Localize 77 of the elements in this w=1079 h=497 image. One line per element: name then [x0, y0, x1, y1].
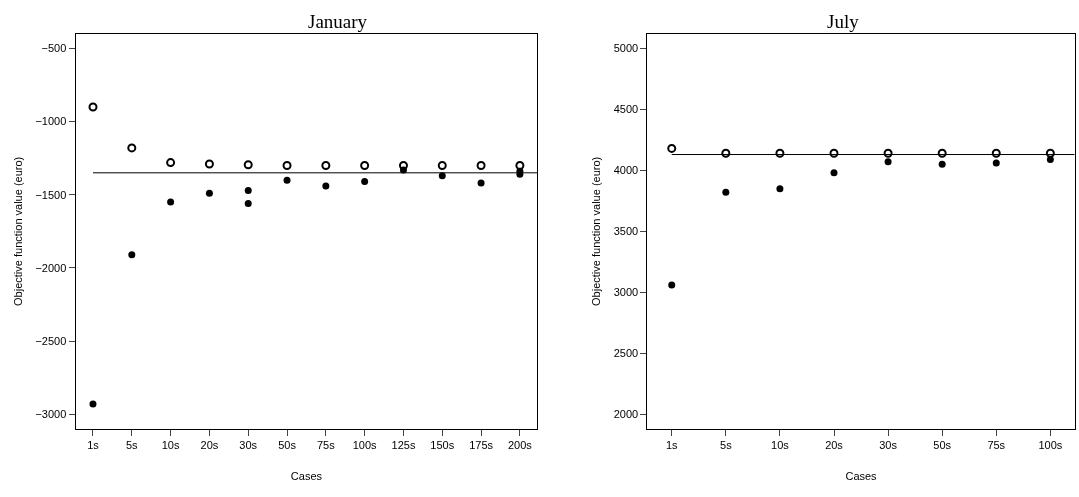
x-tick-label: 1s	[87, 439, 100, 452]
x-tick-label: 20s	[825, 439, 844, 452]
point	[515, 161, 525, 170]
point	[829, 148, 839, 158]
y-axis-title: Objective function value (euro)	[12, 156, 25, 306]
point	[321, 161, 331, 170]
x-tick-label: 50s	[933, 439, 952, 452]
point	[204, 159, 214, 169]
y-tick-label: 3500	[613, 225, 639, 238]
point	[776, 185, 784, 193]
y-tick-label: −2000	[35, 261, 67, 274]
point	[167, 198, 175, 206]
point	[166, 158, 176, 168]
point	[991, 148, 1001, 158]
x-tick-label: 150s	[430, 439, 455, 452]
y-tick-label: 4000	[613, 164, 639, 177]
x-tick-label: 75s	[987, 439, 1006, 452]
point	[361, 178, 369, 186]
point	[721, 148, 731, 158]
x-tick-label: 100s	[1038, 439, 1063, 452]
x-tick-label: 50s	[278, 439, 297, 452]
point	[89, 400, 97, 408]
x-tick-label: 125s	[391, 439, 416, 452]
point	[127, 143, 137, 153]
x-tick-label: 20s	[200, 439, 219, 452]
y-tick-label: 2000	[613, 408, 639, 421]
y-tick-label: −1500	[35, 188, 67, 201]
point	[128, 251, 136, 259]
point	[360, 161, 370, 170]
point	[1045, 148, 1055, 158]
point	[722, 188, 730, 196]
y-tick-label: −3000	[35, 408, 67, 421]
point	[243, 160, 253, 170]
y-tick-label: 2500	[613, 347, 639, 360]
point	[775, 148, 785, 158]
x-tick-label: 1s	[665, 439, 679, 452]
point	[438, 172, 446, 180]
x-tick-label: 5s	[125, 439, 139, 452]
point	[476, 161, 486, 170]
x-tick-label: 175s	[469, 439, 494, 452]
point	[205, 189, 213, 197]
y-tick-label: 5000	[613, 42, 639, 55]
point	[883, 148, 893, 158]
point	[667, 143, 677, 153]
point	[244, 200, 252, 208]
x-axis-title: Cases	[845, 470, 878, 483]
x-tick-label: 10s	[771, 439, 790, 452]
point	[937, 148, 947, 158]
x-tick-label: 5s	[720, 439, 733, 452]
y-tick-label: 3000	[613, 286, 639, 299]
x-tick-label: 100s	[352, 439, 378, 452]
point	[938, 160, 946, 168]
point	[88, 102, 98, 112]
x-tick-label: 30s	[239, 439, 258, 452]
point	[282, 161, 292, 170]
x-tick-label: 200s	[507, 439, 533, 452]
x-tick-label: 30s	[879, 439, 898, 452]
point	[477, 179, 485, 187]
point	[398, 161, 408, 170]
point	[830, 169, 838, 177]
y-tick-label: −1000	[35, 115, 67, 128]
point	[283, 176, 291, 184]
point	[437, 161, 447, 170]
chart-title: July	[827, 11, 860, 32]
point	[668, 281, 676, 289]
point	[992, 159, 1000, 167]
y-tick-label: 4500	[613, 103, 639, 116]
chart-title: January	[308, 11, 368, 32]
point	[884, 158, 892, 166]
x-tick-label: 10s	[161, 439, 180, 452]
y-axis-title: Objective function value (euro)	[590, 156, 603, 306]
point	[322, 182, 330, 190]
y-tick-label: −500	[41, 42, 67, 55]
x-axis-title: Cases	[290, 470, 323, 483]
y-tick-label: −2500	[35, 334, 67, 347]
point	[244, 186, 252, 194]
x-tick-label: 75s	[316, 439, 336, 452]
